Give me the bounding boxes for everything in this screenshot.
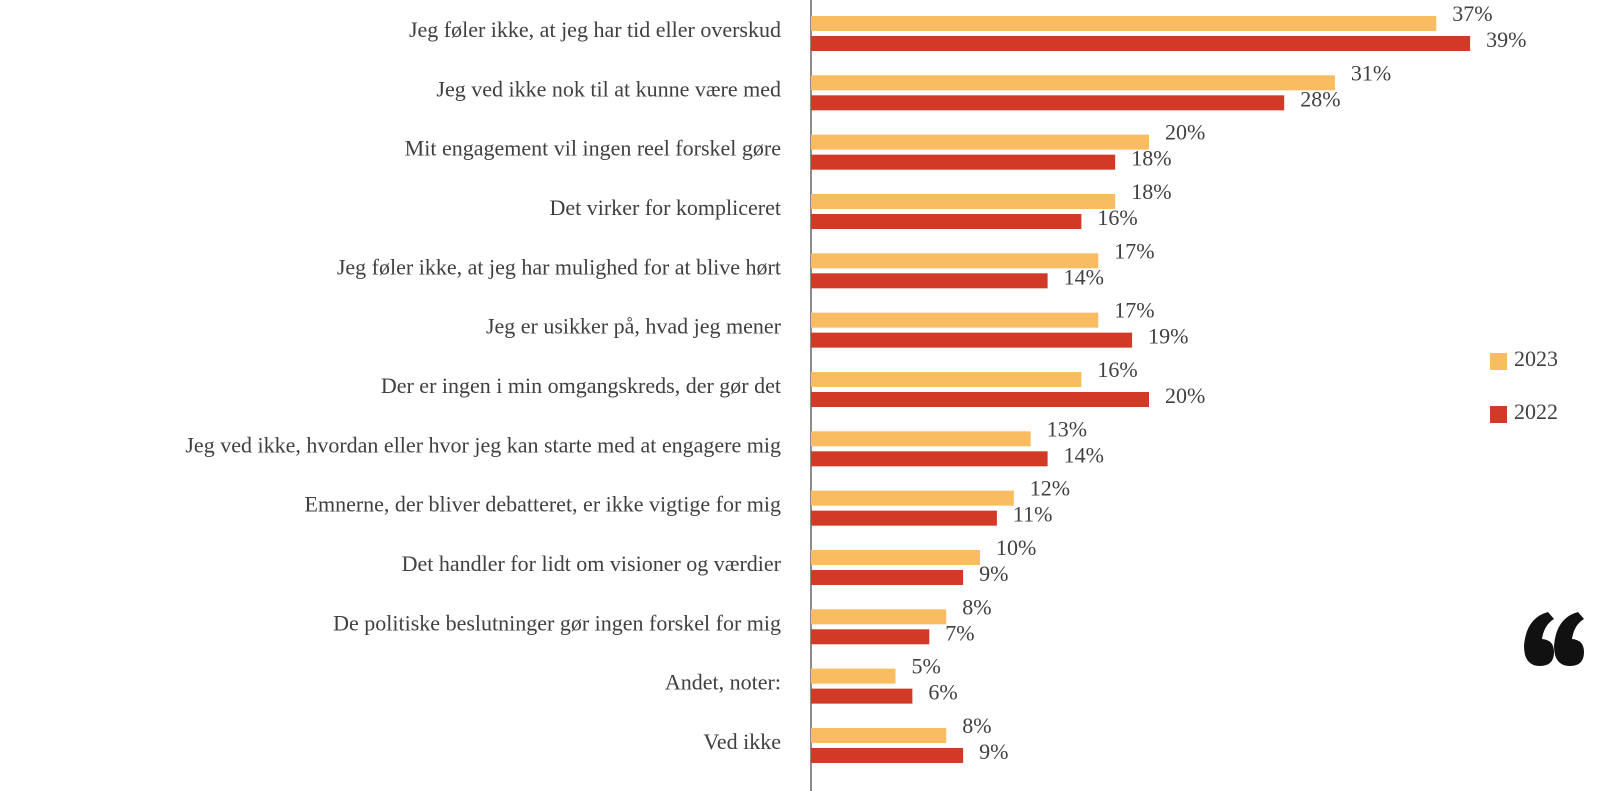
category-label: Jeg føler ikke, at jeg har mulighed for … (337, 254, 781, 279)
value-label: 10% (996, 535, 1036, 560)
value-label: 18% (1131, 179, 1171, 204)
bar (811, 312, 1099, 328)
legend-swatch (1490, 353, 1507, 370)
bar (811, 451, 1048, 467)
value-label: 19% (1148, 324, 1188, 349)
value-label: 7% (945, 620, 974, 645)
value-label: 31% (1351, 60, 1391, 85)
value-label: 28% (1300, 86, 1340, 111)
bar (811, 134, 1149, 150)
category-label: Det virker for kompliceret (549, 195, 781, 220)
category-label: Jeg føler ikke, at jeg har tid eller ove… (409, 17, 781, 42)
bar (811, 609, 947, 625)
category-label: Mit engagement vil ingen reel forskel gø… (405, 136, 781, 161)
legend-label: 2022 (1514, 399, 1558, 424)
category-label: Emnerne, der bliver debatteret, er ikke … (305, 492, 781, 517)
bar (811, 193, 1116, 209)
bar (811, 253, 1099, 269)
value-label: 37% (1452, 1, 1492, 26)
bar (811, 213, 1082, 229)
category-label: Der er ingen i min omgangskreds, der gør… (381, 373, 781, 398)
value-label: 9% (979, 739, 1008, 764)
bar (811, 668, 896, 684)
quote-mark (1524, 612, 1584, 666)
bar (811, 490, 1014, 506)
bar (811, 510, 997, 526)
category-label: De politiske beslutninger gør ingen fors… (333, 610, 781, 635)
value-label: 16% (1097, 205, 1137, 230)
value-label: 9% (979, 561, 1008, 586)
bar (811, 569, 964, 585)
value-label: 8% (962, 713, 991, 738)
value-label: 6% (928, 680, 957, 705)
bar (811, 371, 1082, 387)
value-label: 13% (1047, 416, 1087, 441)
bar (811, 75, 1335, 91)
value-label: 8% (962, 594, 991, 619)
bar (811, 391, 1149, 407)
category-label: Ved ikke (703, 729, 781, 754)
value-label: 12% (1030, 476, 1070, 501)
bar (811, 16, 1437, 31)
legend-label: 2023 (1514, 346, 1558, 371)
category-label: Jeg er usikker på, hvad jeg mener (486, 314, 782, 339)
value-label: 14% (1064, 442, 1104, 467)
bar (811, 629, 930, 645)
bar (811, 431, 1031, 447)
bar (811, 727, 947, 743)
bar (811, 332, 1133, 348)
value-label: 14% (1064, 264, 1104, 289)
value-label: 17% (1114, 298, 1154, 323)
legend-swatch (1490, 406, 1507, 423)
value-label: 5% (912, 654, 941, 679)
value-label: 11% (1013, 502, 1053, 527)
bar (811, 273, 1048, 289)
category-label: Andet, noter: (665, 670, 781, 695)
bar (811, 549, 980, 565)
bar (811, 36, 1471, 51)
bar (811, 95, 1285, 111)
value-label: 39% (1486, 27, 1526, 52)
bar (811, 154, 1116, 170)
value-label: 18% (1131, 146, 1171, 171)
category-label: Det handler for lidt om visioner og værd… (402, 551, 782, 576)
value-label: 17% (1114, 238, 1154, 263)
value-label: 20% (1165, 383, 1205, 408)
category-label: Jeg ved ikke nok til at kunne være med (436, 76, 781, 101)
value-label: 16% (1097, 357, 1137, 382)
bar (811, 688, 913, 704)
value-label: 20% (1165, 120, 1205, 145)
bar (811, 747, 964, 763)
category-label: Jeg ved ikke, hvordan eller hvor jeg kan… (185, 432, 781, 457)
